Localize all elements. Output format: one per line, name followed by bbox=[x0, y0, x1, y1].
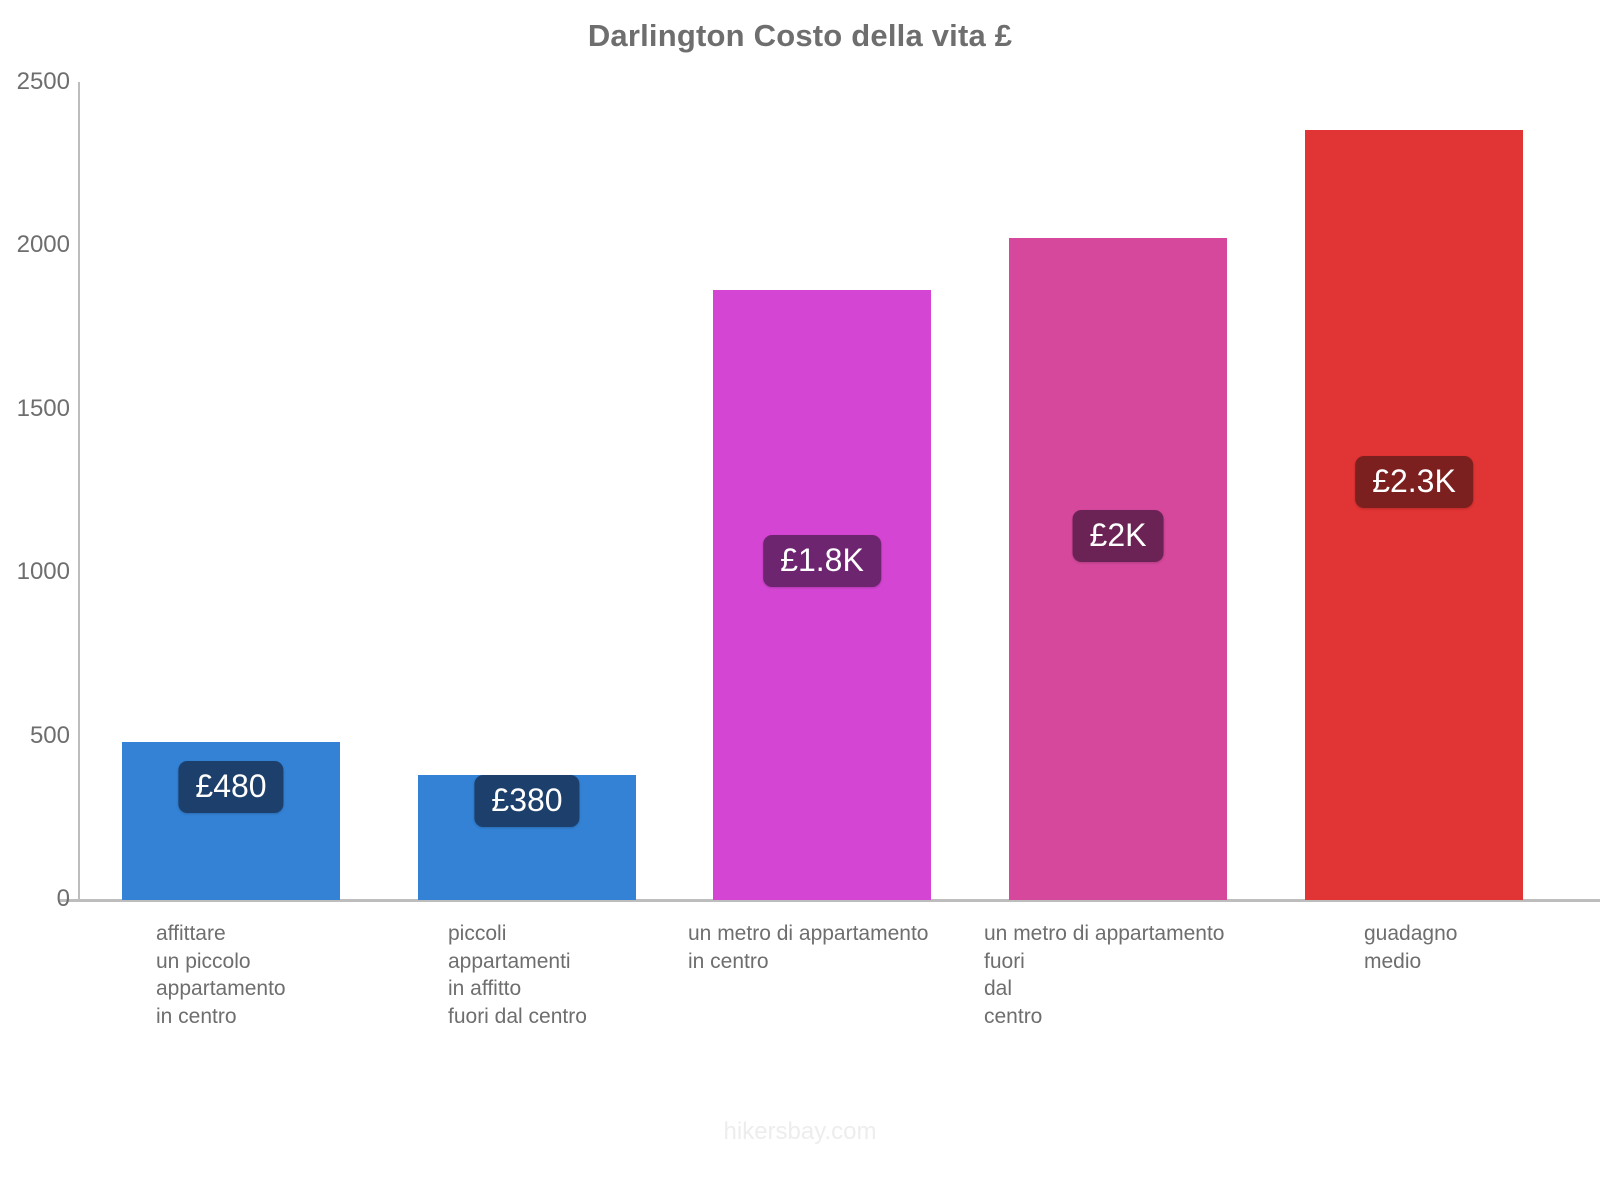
y-tick-500: 500 bbox=[29, 722, 70, 749]
x-axis-line bbox=[60, 899, 1600, 902]
y-tick-1000: 1000 bbox=[16, 558, 70, 585]
bar-un-metro-di-appartamento-in-centro[interactable] bbox=[713, 290, 931, 900]
y-axis-tick-labels: 2500 2000 1500 1000 500 0 bbox=[0, 0, 70, 1200]
bar-label-2: £1.8K bbox=[763, 535, 881, 587]
y-axis-line bbox=[78, 82, 80, 900]
x-category-label-3: un metro di appartamento fuori dal centr… bbox=[984, 922, 1225, 1028]
y-tick-0: 0 bbox=[56, 885, 70, 912]
x-category-label-0: affittare un piccolo appartamento in cen… bbox=[156, 922, 286, 1028]
bar-label-1: £380 bbox=[474, 775, 580, 827]
bar-label-0: £480 bbox=[178, 761, 284, 813]
y-tick-2000: 2000 bbox=[16, 231, 70, 258]
y-tick-1500: 1500 bbox=[16, 395, 70, 422]
x-category-label-1: piccoli appartamenti in affitto fuori da… bbox=[448, 922, 587, 1028]
bar-guadagno-medio[interactable] bbox=[1305, 130, 1523, 900]
chart-title: Darlington Costo della vita £ bbox=[587, 18, 1013, 53]
x-category-label-4: guadagno medio bbox=[1364, 922, 1458, 973]
bar-un-metro-di-appartamento-fuori-dal-centro[interactable] bbox=[1009, 238, 1227, 900]
bar-label-3: £2K bbox=[1072, 510, 1164, 562]
x-category-label-2: un metro di appartamento in centro bbox=[688, 922, 929, 973]
bar-label-4: £2.3K bbox=[1355, 456, 1473, 508]
y-tick-2500: 2500 bbox=[16, 68, 70, 95]
watermark: hikersbay.com bbox=[723, 1118, 877, 1145]
